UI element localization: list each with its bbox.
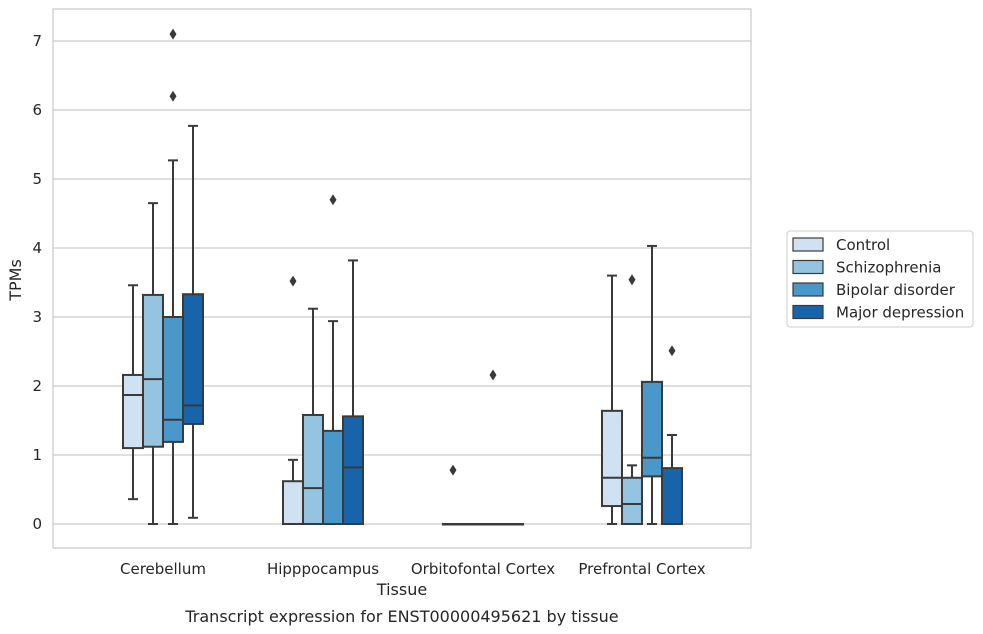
legend-swatch <box>792 304 824 320</box>
y-tick-label: 6 <box>32 101 42 119</box>
box-body <box>162 316 184 443</box>
y-tick-labels: 0 1 2 3 4 5 6 7 <box>32 32 42 533</box>
y-axis-title: TPMs <box>6 259 25 302</box>
y-tick-label: 3 <box>32 308 42 326</box>
outlier-point <box>169 28 177 40</box>
chart-caption: Transcript expression for ENST0000049562… <box>184 607 618 626</box>
outlier-point <box>668 345 676 357</box>
outlier-point <box>628 274 636 286</box>
box-body <box>342 415 364 525</box>
legend-label: Schizophrenia <box>836 259 941 277</box>
legend-swatch <box>792 259 824 275</box>
legend-label: Bipolar disorder <box>836 281 956 299</box>
box-major-depression <box>502 523 524 526</box>
outlier-point <box>289 275 297 287</box>
legend-frame <box>786 230 974 328</box>
box-series <box>122 28 683 526</box>
box-schizophrenia <box>302 307 324 526</box>
box-bipolar-disorder <box>482 369 504 526</box>
y-tick-label: 2 <box>32 377 42 395</box>
x-axis-title: Tissue <box>376 580 427 599</box>
box-schizophrenia <box>462 523 484 526</box>
plot-frame <box>52 8 752 549</box>
x-tick-label: Cerebellum <box>120 560 206 578</box>
legend-label: Control <box>836 236 890 254</box>
legend-label: Major depression <box>836 304 964 322</box>
box-schizophrenia <box>621 274 643 525</box>
legend-swatch <box>792 237 824 252</box>
box-bipolar-disorder <box>641 244 663 525</box>
box-schizophrenia <box>142 202 164 525</box>
box-control <box>282 275 304 525</box>
outlier-point <box>329 194 337 206</box>
box-body <box>282 480 304 525</box>
box-control <box>122 284 144 501</box>
y-tick-label: 4 <box>32 239 42 257</box>
box-body <box>302 413 324 526</box>
y-tick-label: 1 <box>32 446 42 464</box>
box-body <box>641 380 663 478</box>
y-tick-label: 7 <box>32 32 42 50</box>
box-body <box>122 373 144 450</box>
y-tick-label: 5 <box>32 170 42 188</box>
x-tick-label: Hipppocampus <box>267 560 379 578</box>
legend: Control Schizophrenia Bipolar disorder Majo… <box>786 230 974 328</box>
y-tick-label: 0 <box>32 515 42 533</box>
box-body <box>621 476 643 525</box>
outlier-point <box>449 464 457 476</box>
box-major-depression <box>182 124 204 519</box>
box-control <box>442 464 464 526</box>
box-body <box>661 467 683 525</box>
box-control <box>601 274 623 525</box>
box-body <box>601 409 623 508</box>
x-tick-label: Prefrontal Cortex <box>578 560 705 578</box>
box-bipolar-disorder <box>322 194 344 526</box>
box-bipolar-disorder <box>162 28 184 525</box>
box-major-depression <box>342 259 364 525</box>
outlier-point <box>169 90 177 102</box>
box-major-depression <box>661 345 683 525</box>
x-tick-label: Orbitofontal Cortex <box>411 560 555 578</box>
box-body <box>182 293 204 425</box>
box-body <box>142 293 164 448</box>
legend-swatch <box>792 282 824 297</box>
x-tick-labels: Cerebellum Hipppocampus Orbitofontal Corte… <box>120 560 706 578</box>
outlier-point <box>489 369 497 381</box>
box-body <box>322 429 344 526</box>
